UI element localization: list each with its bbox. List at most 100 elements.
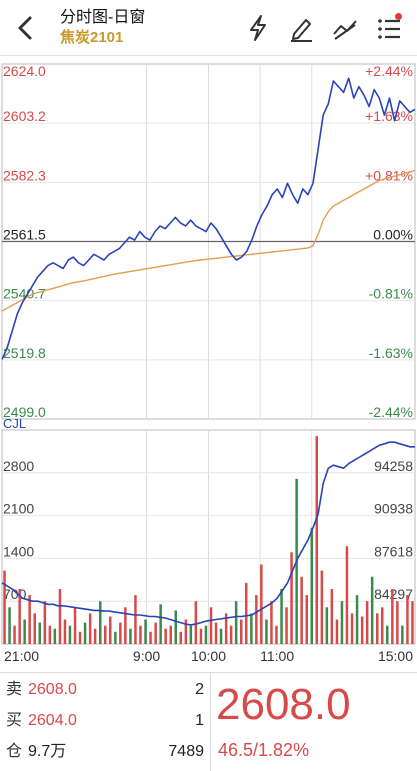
draw-button[interactable] bbox=[285, 12, 317, 44]
volume-bar bbox=[124, 607, 127, 644]
volume-bar bbox=[199, 628, 203, 644]
volume-bar bbox=[53, 628, 57, 644]
menu-button[interactable] bbox=[373, 12, 405, 44]
sell-price: 2608.0 bbox=[28, 681, 77, 698]
title-group: 分时图-日窗 焦炭2101 bbox=[60, 8, 145, 48]
open-interest-volume: 7489 bbox=[168, 743, 204, 760]
volume-bar bbox=[43, 601, 47, 644]
open-interest-value: 9.7万 bbox=[28, 743, 67, 760]
price-axis-label: 2519.8 bbox=[3, 345, 46, 361]
percent-axis-label: +1.63% bbox=[365, 108, 413, 124]
volume-bar bbox=[260, 564, 263, 644]
open-interest-axis-label: 87618 bbox=[374, 543, 413, 559]
volume-bar bbox=[114, 631, 117, 644]
volume-axis-label: 2100 bbox=[3, 501, 34, 517]
percent-axis-label: +2.44% bbox=[365, 63, 413, 79]
volume-bar bbox=[164, 628, 167, 644]
time-axis-label: 15:00 bbox=[378, 648, 413, 664]
volume-bar bbox=[300, 576, 303, 644]
header-bar: 分时图-日窗 焦炭2101 bbox=[0, 0, 417, 56]
volume-bar bbox=[159, 604, 162, 644]
volume-bar bbox=[149, 631, 152, 644]
open-interest-label: 仓 bbox=[6, 743, 23, 760]
price-line bbox=[1, 77, 416, 360]
volume-bar bbox=[3, 570, 6, 644]
volume-bar bbox=[330, 589, 334, 644]
volume-bar bbox=[229, 625, 233, 644]
volume-bar bbox=[104, 625, 107, 644]
volume-bar bbox=[355, 595, 359, 644]
time-axis-label: 21:00 bbox=[4, 648, 39, 664]
percent-axis-label: -1.63% bbox=[369, 345, 413, 361]
sell-volume: 2 bbox=[195, 681, 204, 698]
volume-bar bbox=[204, 625, 208, 644]
volume-bar bbox=[99, 601, 102, 644]
volume-bar bbox=[240, 619, 243, 644]
volume-bar bbox=[234, 601, 238, 644]
volume-bar bbox=[134, 595, 137, 644]
indicator-button[interactable] bbox=[329, 12, 361, 44]
price-axis-label: 2499.0 bbox=[3, 404, 46, 420]
volume-bar bbox=[129, 628, 132, 644]
volume-bar bbox=[28, 595, 31, 644]
volume-title: CJL bbox=[3, 416, 26, 431]
volume-bar bbox=[245, 582, 248, 644]
buy-label: 买 bbox=[6, 712, 23, 729]
volume-bar bbox=[406, 595, 409, 644]
volume-bar bbox=[396, 601, 399, 644]
sell-row: 卖 2608.0 2 bbox=[0, 675, 210, 705]
volume-bar bbox=[93, 628, 97, 644]
percent-axis-label: -0.81% bbox=[369, 286, 413, 302]
buy-row: 买 2604.0 1 bbox=[0, 706, 210, 736]
volume-bar bbox=[335, 619, 339, 644]
volume-bar bbox=[194, 601, 198, 644]
volume-bar bbox=[411, 601, 414, 644]
intraday-chart[interactable]: 2624.0 +2.44% 2603.2 +1.63% 2582.3 +0.81% 2561… bbox=[0, 56, 417, 668]
percent-axis-label: +0.81% bbox=[365, 167, 413, 183]
page-title: 分时图-日窗 bbox=[60, 9, 146, 26]
quote-divider bbox=[210, 673, 211, 771]
volume-bar bbox=[189, 625, 193, 644]
contract-name: 焦炭2101 bbox=[60, 29, 124, 46]
volume-bar bbox=[320, 570, 324, 644]
open-interest-line bbox=[1, 441, 415, 626]
volume-bar bbox=[310, 527, 313, 644]
volume-bar bbox=[78, 631, 82, 644]
volume-bar bbox=[179, 631, 182, 644]
back-button[interactable] bbox=[6, 10, 42, 46]
volume-bar bbox=[38, 622, 41, 644]
lightning-icon bbox=[250, 15, 266, 41]
time-axis-label: 9:00 bbox=[133, 648, 160, 664]
volume-bar bbox=[391, 589, 394, 644]
price-axis-label: 2624.0 bbox=[3, 63, 46, 79]
volume-bar bbox=[109, 616, 112, 644]
volume-bar bbox=[8, 607, 11, 644]
price-axis-label: 2603.2 bbox=[3, 108, 46, 124]
volume-bar bbox=[139, 625, 142, 644]
trend-line-icon bbox=[333, 20, 357, 40]
volume-bar bbox=[58, 589, 62, 644]
volume-axis-label: 2800 bbox=[3, 458, 34, 474]
volume-bar bbox=[214, 622, 218, 644]
quote-panel: 卖 2608.0 2 买 2604.0 1 仓 9.7万 7489 2608.0… bbox=[0, 672, 417, 771]
volume-bar bbox=[265, 619, 268, 644]
volume-bar bbox=[360, 616, 364, 644]
volume-bar bbox=[224, 613, 228, 644]
notification-dot bbox=[395, 13, 402, 20]
volume-bar bbox=[88, 613, 92, 644]
volume-bar bbox=[144, 619, 147, 644]
volume-bar bbox=[184, 619, 188, 644]
flash-button[interactable] bbox=[242, 12, 274, 44]
volume-bar bbox=[370, 576, 374, 644]
chevron-left-icon bbox=[18, 16, 32, 40]
open-interest-axis-label: 84297 bbox=[374, 586, 413, 602]
volume-bar bbox=[18, 589, 21, 644]
volume-bar bbox=[209, 607, 213, 644]
volume-bar bbox=[83, 622, 87, 644]
time-axis-label: 10:00 bbox=[191, 648, 226, 664]
volume-bar bbox=[250, 613, 253, 644]
price-axis-label: 2582.3 bbox=[3, 167, 46, 183]
volume-bar bbox=[376, 613, 379, 644]
volume-bar bbox=[63, 619, 67, 644]
time-axis-label: 11:00 bbox=[260, 648, 294, 664]
